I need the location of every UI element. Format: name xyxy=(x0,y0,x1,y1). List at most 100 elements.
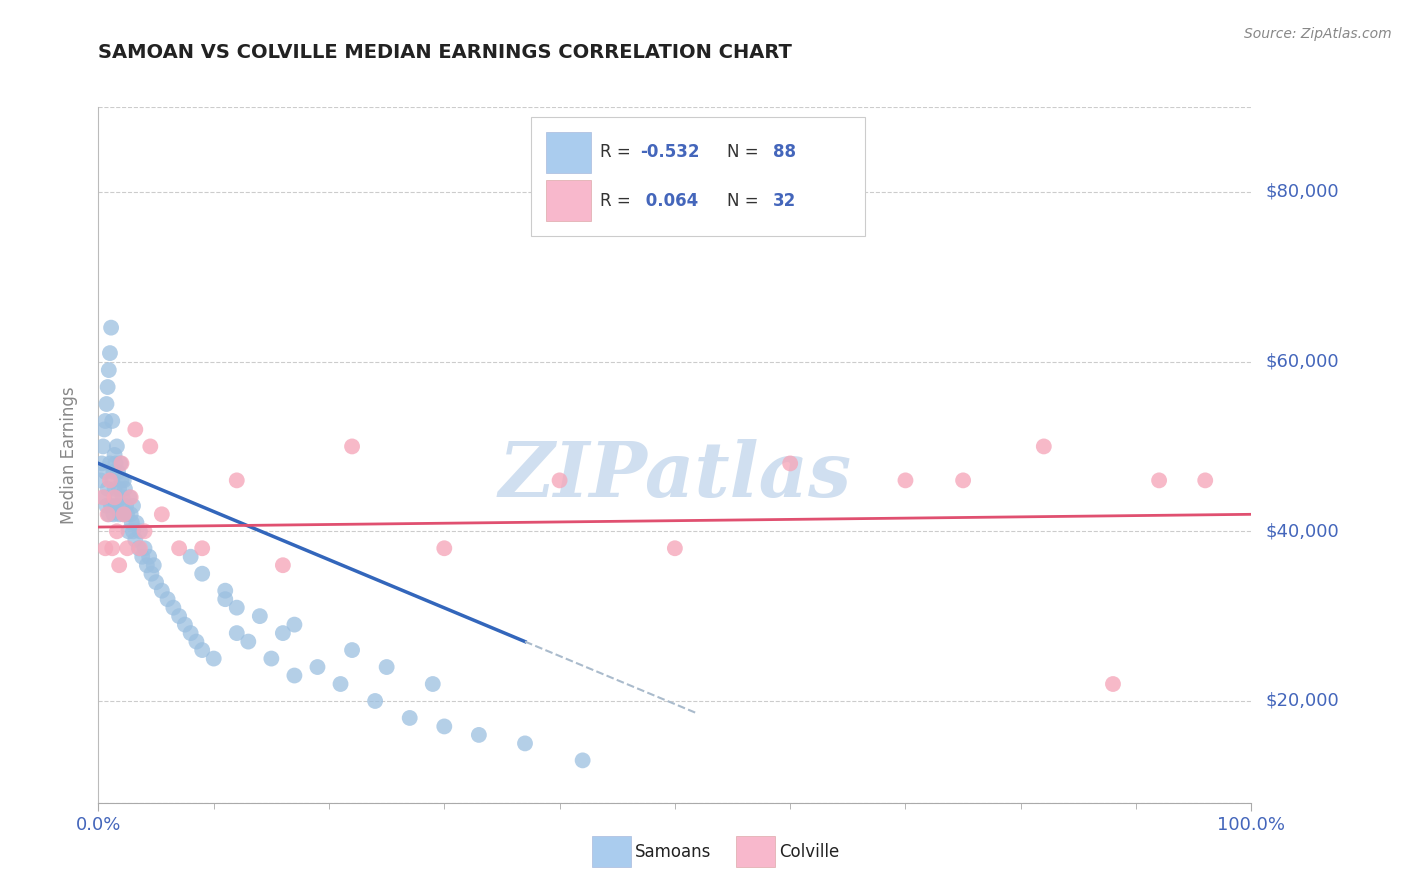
Text: Samoans: Samoans xyxy=(634,843,711,861)
Point xyxy=(98,474,121,488)
Point xyxy=(191,643,214,657)
Text: 32: 32 xyxy=(773,192,796,210)
Point xyxy=(340,439,363,453)
Point xyxy=(135,558,157,573)
Point xyxy=(107,465,129,479)
Point xyxy=(225,626,247,640)
Point xyxy=(138,549,160,564)
Text: 0.064: 0.064 xyxy=(640,192,699,210)
FancyBboxPatch shape xyxy=(530,118,865,235)
Point xyxy=(571,753,593,767)
Point xyxy=(167,541,190,556)
Point xyxy=(141,566,163,581)
Point xyxy=(97,482,120,496)
Text: R =: R = xyxy=(600,144,636,161)
Point xyxy=(93,491,115,505)
Point xyxy=(186,634,208,648)
Y-axis label: Median Earnings: Median Earnings xyxy=(59,386,77,524)
Point xyxy=(117,541,138,556)
Point xyxy=(112,508,135,522)
Point xyxy=(180,626,202,640)
Point xyxy=(134,541,156,556)
FancyBboxPatch shape xyxy=(735,836,775,867)
Point xyxy=(103,491,125,505)
Point xyxy=(468,728,491,742)
Point xyxy=(307,660,329,674)
Point xyxy=(105,439,128,453)
Point xyxy=(134,524,156,539)
Text: 88: 88 xyxy=(773,144,796,161)
Point xyxy=(283,668,305,682)
Point xyxy=(110,457,132,471)
Point xyxy=(90,474,112,488)
Point xyxy=(100,499,122,513)
Point xyxy=(225,600,247,615)
Point xyxy=(283,617,305,632)
Point xyxy=(180,549,202,564)
Point xyxy=(122,499,145,513)
Point xyxy=(90,457,112,471)
Point xyxy=(104,457,127,471)
Point xyxy=(150,583,173,598)
Point xyxy=(174,617,197,632)
Text: $40,000: $40,000 xyxy=(1265,523,1339,541)
Point xyxy=(162,600,184,615)
Point xyxy=(104,499,127,513)
Point xyxy=(91,439,114,453)
Point xyxy=(96,499,118,513)
Text: Colville: Colville xyxy=(779,843,839,861)
Text: $60,000: $60,000 xyxy=(1265,352,1339,370)
Point xyxy=(1102,677,1125,691)
Point xyxy=(214,583,236,598)
Point xyxy=(124,533,146,547)
Point xyxy=(129,524,152,539)
Point xyxy=(433,719,456,733)
Point xyxy=(111,491,134,505)
FancyBboxPatch shape xyxy=(546,180,591,221)
Point xyxy=(398,711,420,725)
Point xyxy=(121,516,143,530)
Point xyxy=(93,422,115,436)
Point xyxy=(103,448,125,462)
Point xyxy=(664,541,686,556)
Point xyxy=(117,524,139,539)
Point xyxy=(513,736,536,750)
Point xyxy=(112,508,135,522)
Point xyxy=(103,482,125,496)
Point xyxy=(98,457,121,471)
Point xyxy=(105,524,128,539)
Point xyxy=(94,465,117,479)
Point xyxy=(97,508,120,522)
Point xyxy=(125,516,148,530)
Point xyxy=(97,380,120,394)
Point xyxy=(101,541,124,556)
Point xyxy=(110,457,132,471)
Text: $20,000: $20,000 xyxy=(1265,692,1339,710)
Point xyxy=(202,651,225,665)
Point xyxy=(142,558,165,573)
Point xyxy=(91,491,114,505)
Point xyxy=(120,491,142,505)
FancyBboxPatch shape xyxy=(546,132,591,173)
Point xyxy=(131,549,153,564)
Point xyxy=(115,499,138,513)
Text: ZIPatlas: ZIPatlas xyxy=(498,439,852,513)
Point xyxy=(422,677,444,691)
Point xyxy=(225,474,247,488)
Point xyxy=(103,465,125,479)
Text: N =: N = xyxy=(727,144,763,161)
Point xyxy=(145,575,167,590)
Point xyxy=(103,508,125,522)
Point xyxy=(150,508,173,522)
Point xyxy=(122,524,145,539)
Point xyxy=(156,592,179,607)
Point xyxy=(124,422,146,436)
FancyBboxPatch shape xyxy=(592,836,631,867)
Point xyxy=(108,508,131,522)
Text: -0.532: -0.532 xyxy=(640,144,700,161)
Text: SAMOAN VS COLVILLE MEDIAN EARNINGS CORRELATION CHART: SAMOAN VS COLVILLE MEDIAN EARNINGS CORRE… xyxy=(98,44,793,62)
Point xyxy=(249,609,271,624)
Point xyxy=(271,626,294,640)
Point xyxy=(110,474,132,488)
Point xyxy=(779,457,801,471)
